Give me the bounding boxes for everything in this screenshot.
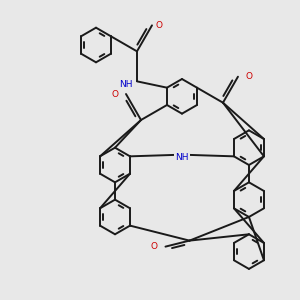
Text: O: O [156, 21, 163, 30]
Text: O: O [112, 89, 118, 98]
Text: NH: NH [175, 153, 189, 162]
Text: NH: NH [119, 80, 133, 89]
Text: O: O [151, 242, 158, 251]
Text: O: O [245, 72, 253, 81]
